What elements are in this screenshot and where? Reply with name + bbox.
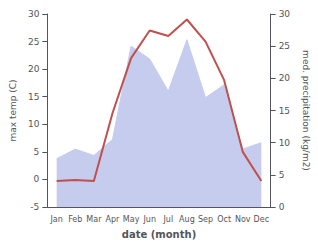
svg-text:30: 30 (279, 9, 291, 19)
svg-text:15: 15 (279, 106, 290, 116)
svg-text:med. precipitation (kg/m2): med. precipitation (kg/m2) (301, 50, 311, 171)
svg-text:-5: -5 (30, 202, 39, 212)
svg-text:0: 0 (279, 202, 285, 212)
svg-text:25: 25 (279, 41, 290, 51)
svg-text:Jan: Jan (49, 215, 62, 224)
svg-text:Nov: Nov (235, 215, 251, 224)
svg-text:20: 20 (279, 73, 291, 83)
svg-text:Aug: Aug (179, 215, 195, 224)
svg-text:Dec: Dec (254, 215, 269, 224)
svg-text:date (month): date (month) (122, 229, 196, 240)
svg-text:20: 20 (28, 64, 40, 74)
svg-text:25: 25 (28, 37, 39, 47)
svg-text:10: 10 (28, 119, 40, 129)
svg-text:5: 5 (279, 170, 285, 180)
svg-text:Mar: Mar (86, 215, 102, 224)
svg-text:Feb: Feb (68, 215, 82, 224)
svg-text:max temp (C): max temp (C) (8, 79, 18, 141)
svg-text:May: May (123, 215, 140, 224)
svg-text:0: 0 (34, 174, 40, 184)
svg-text:Jul: Jul (162, 215, 173, 224)
svg-text:10: 10 (279, 138, 291, 148)
svg-text:30: 30 (28, 9, 40, 19)
svg-text:Sep: Sep (198, 215, 213, 224)
svg-text:Oct: Oct (217, 215, 231, 224)
svg-text:5: 5 (34, 147, 40, 157)
svg-text:Jun: Jun (142, 215, 156, 224)
svg-text:15: 15 (28, 92, 39, 102)
svg-text:Apr: Apr (106, 215, 121, 224)
